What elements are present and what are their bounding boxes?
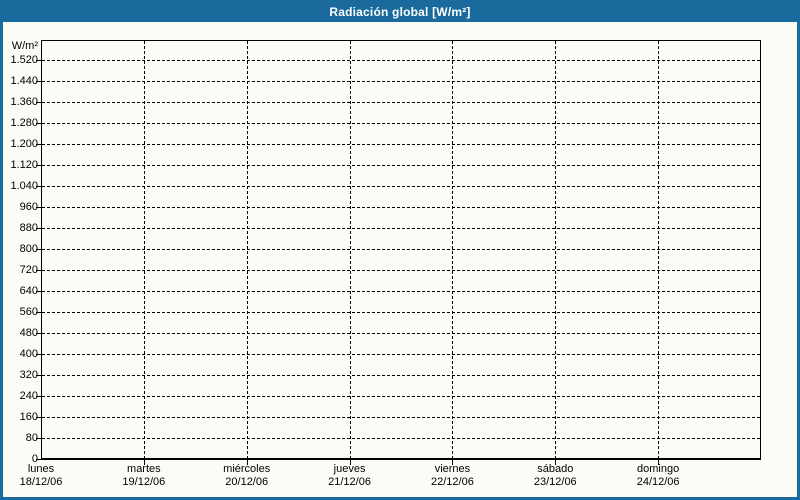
gridline-y	[42, 144, 760, 145]
y-axis-tick	[36, 102, 41, 103]
x-tick-label: jueves 21/12/06	[299, 463, 401, 489]
y-axis-tick	[36, 186, 41, 187]
gridline-x	[555, 41, 557, 459]
x-label-date: 24/12/06	[636, 476, 680, 488]
x-tick-label: lunes 18/12/06	[3, 463, 92, 489]
y-tick-label: 1.120	[10, 159, 38, 171]
gridline-y	[42, 228, 760, 229]
x-axis-tick	[555, 460, 557, 465]
y-tick-label: 1.280	[10, 117, 38, 129]
gridline-x	[658, 41, 660, 459]
y-axis-tick	[36, 438, 41, 439]
y-tick-label: 160	[19, 411, 38, 423]
y-tick-label: 480	[19, 327, 38, 339]
y-tick-label: 400	[19, 348, 38, 360]
x-axis-tick	[452, 460, 454, 465]
gridline-y	[42, 396, 760, 397]
gridline-y	[42, 165, 760, 166]
chart-title-bar: Radiación global [W/m²]	[3, 3, 797, 22]
y-axis-tick	[36, 228, 41, 229]
y-tick-label: 560	[19, 306, 38, 318]
gridline-y	[42, 333, 760, 334]
gridline-y	[42, 417, 760, 418]
y-tick-label: 1.360	[10, 96, 38, 108]
gridline-y	[42, 375, 760, 376]
x-label-day: sábado	[537, 463, 574, 475]
y-tick-label: 640	[19, 285, 38, 297]
y-tick-label: 1.040	[10, 180, 38, 192]
y-axis-tick	[36, 417, 41, 418]
y-axis-tick	[36, 354, 41, 355]
x-tick-label: martes 19/12/06	[93, 463, 195, 489]
y-axis-tick	[36, 312, 41, 313]
chart-title: Radiación global [W/m²]	[329, 5, 471, 19]
y-axis-tick	[36, 249, 41, 250]
x-label-date: 18/12/06	[19, 476, 63, 488]
y-axis-tick	[36, 333, 41, 334]
gridline-y	[42, 81, 760, 82]
gridline-y	[42, 312, 760, 313]
x-label-date: 22/12/06	[431, 476, 474, 488]
x-label-day: martes	[127, 463, 161, 475]
y-tick-label: 240	[19, 390, 38, 402]
x-label-day: viernes	[434, 463, 471, 475]
y-tick-label: 960	[19, 201, 38, 213]
gridline-y	[42, 291, 760, 292]
x-axis-tick	[658, 460, 660, 465]
y-tick-label: 720	[19, 264, 38, 276]
gridline-y	[42, 438, 760, 439]
y-axis-tick	[36, 207, 41, 208]
y-axis-tick	[36, 81, 41, 82]
x-tick-label: sábado 23/12/06	[504, 463, 606, 489]
gridline-y	[42, 60, 760, 61]
x-label-date: 21/12/06	[328, 476, 371, 488]
x-axis-tick	[143, 460, 145, 465]
y-tick-label: 800	[19, 243, 38, 255]
gridline-x	[143, 41, 145, 459]
y-axis-tick	[36, 165, 41, 166]
x-label-day: lunes	[27, 463, 55, 475]
gridline-x	[452, 41, 454, 459]
gridline-x	[246, 41, 248, 459]
y-axis-tick	[36, 459, 41, 460]
x-axis-tick	[349, 460, 351, 465]
plot-area	[41, 40, 761, 460]
y-tick-label: 80	[25, 432, 38, 444]
y-axis-tick	[36, 396, 41, 397]
chart-area: W/m² 0 80 160 240 320 400 480 560 640 720 800 880 96…	[3, 3, 797, 497]
y-tick-label: 880	[19, 222, 38, 234]
x-label-date: 20/12/06	[225, 476, 269, 488]
x-axis-tick	[246, 460, 248, 465]
y-axis-unit-label: W/m²	[11, 40, 38, 52]
y-axis-tick	[36, 375, 41, 376]
gridline-y	[42, 207, 760, 208]
gridline-y	[42, 270, 760, 271]
y-tick-label: 1.520	[10, 54, 38, 66]
y-tick-label: 1.440	[10, 75, 38, 87]
y-axis-tick	[36, 123, 41, 124]
x-label-day: domingo	[637, 463, 680, 475]
x-label-date: 23/12/06	[533, 476, 577, 488]
y-tick-label: 0	[31, 453, 38, 465]
y-axis-tick	[36, 144, 41, 145]
x-tick-label: miércoles 20/12/06	[196, 463, 298, 489]
y-axis-tick	[36, 60, 41, 61]
y-axis-tick	[36, 270, 41, 271]
x-tick-label: viernes 22/12/06	[401, 463, 503, 489]
x-label-day: miércoles	[223, 463, 271, 475]
x-label-date: 19/12/06	[122, 476, 166, 488]
y-axis-tick	[36, 291, 41, 292]
x-label-day: jueves	[333, 463, 366, 475]
y-tick-label: 320	[19, 369, 38, 381]
gridline-y	[42, 102, 760, 103]
gridline-y	[42, 123, 760, 124]
x-tick-label: domingo 24/12/06	[607, 463, 709, 489]
gridline-x	[349, 41, 351, 459]
gridline-y	[42, 186, 760, 187]
y-tick-label: 1.200	[10, 138, 38, 150]
gridline-y	[42, 354, 760, 355]
gridline-y	[42, 249, 760, 250]
